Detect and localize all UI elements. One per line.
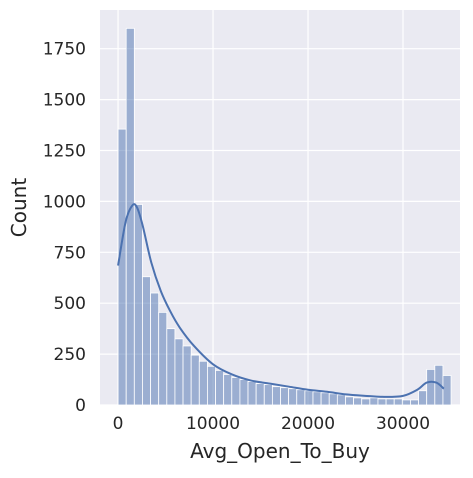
- histogram-bar: [353, 397, 363, 406]
- x-tick-labels: 0 10000 20000 30000: [113, 414, 430, 434]
- kde-curve: [117, 203, 445, 398]
- histogram-bar: [158, 311, 168, 406]
- histogram-bar: [271, 386, 281, 406]
- histogram-bar: [133, 204, 143, 406]
- histogram-bar: [182, 345, 192, 406]
- y-tick-label: 500: [54, 294, 86, 314]
- histogram-bar: [401, 399, 411, 406]
- histogram-bars: [117, 27, 452, 406]
- x-tick-label: 10000: [186, 414, 240, 434]
- histogram-bar: [263, 384, 273, 406]
- histogram-bar: [288, 388, 298, 406]
- histogram-bar: [296, 389, 306, 406]
- y-axis-title: Count: [7, 178, 31, 238]
- y-tick-label: 1500: [43, 91, 86, 111]
- histogram-bar: [255, 383, 265, 406]
- x-tick-label: 30000: [376, 414, 430, 434]
- histogram-bar: [336, 394, 346, 406]
- histogram-bar: [418, 390, 428, 406]
- histogram-bar: [410, 399, 419, 406]
- histogram-bar: [198, 360, 208, 406]
- histogram-bar: [377, 398, 387, 406]
- histogram-bar: [117, 128, 127, 406]
- histogram-bar: [247, 381, 257, 406]
- histogram-bar: [207, 365, 216, 406]
- histogram-bar: [385, 398, 395, 406]
- histogram-bar: [345, 396, 354, 406]
- x-tick-label: 0: [113, 414, 124, 434]
- histogram-bar: [280, 387, 290, 406]
- x-axis-title: Avg_Open_To_Buy: [190, 439, 370, 463]
- histogram-bar: [231, 377, 241, 406]
- histogram-bar: [239, 379, 249, 406]
- y-tick-label: 0: [75, 396, 86, 416]
- histogram-bar: [223, 374, 233, 406]
- grid-lines: [100, 10, 460, 406]
- histogram-bar: [393, 398, 403, 406]
- y-tick-label: 1750: [43, 40, 86, 60]
- histogram-bar: [142, 276, 151, 406]
- y-tick-label: 750: [54, 243, 86, 263]
- y-tick-label: 250: [54, 345, 86, 365]
- histogram-bar: [369, 397, 379, 406]
- histogram-bar: [304, 390, 314, 406]
- histogram-bar: [361, 398, 371, 406]
- histogram-bar: [442, 375, 452, 406]
- histogram-bar: [150, 292, 160, 406]
- histogram-bar: [320, 392, 330, 406]
- histogram-bar: [426, 368, 436, 406]
- histogram-bar: [312, 391, 322, 406]
- y-tick-label: 1250: [43, 141, 86, 161]
- x-tick-label: 20000: [281, 414, 335, 434]
- y-tick-label: 1000: [43, 192, 86, 212]
- histogram-bar: [174, 338, 184, 406]
- y-tick-labels: 0 250 500 750 1000 1250 1500 1750: [43, 40, 86, 416]
- histogram-bar: [190, 354, 200, 406]
- histogram-bar: [166, 328, 176, 406]
- histogram-bar: [328, 393, 338, 406]
- histogram-bar: [215, 369, 225, 406]
